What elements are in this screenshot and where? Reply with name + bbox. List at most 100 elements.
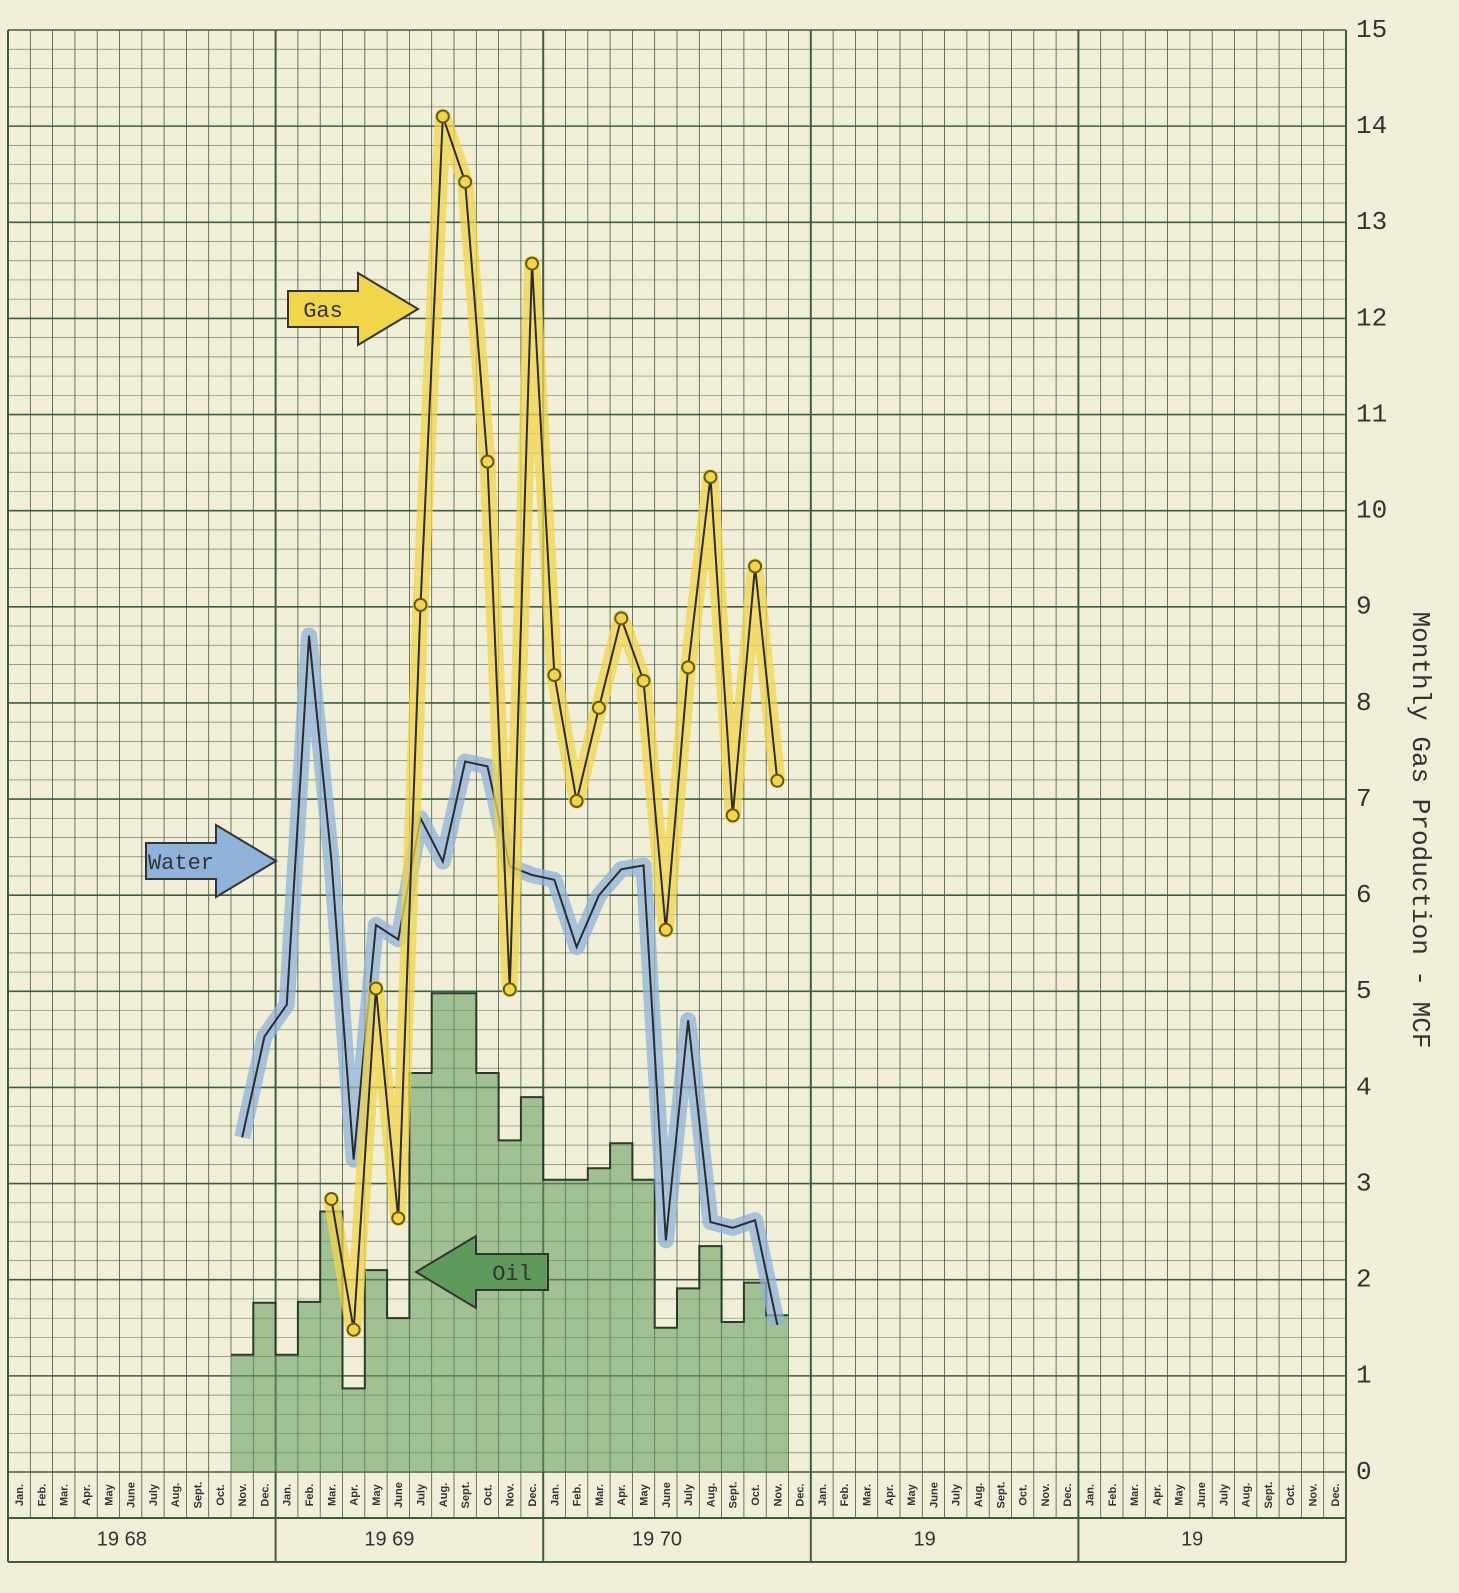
oil-bar bbox=[297, 1301, 321, 1472]
data-point bbox=[547, 668, 562, 683]
x-tick-label: Nov. bbox=[237, 1483, 249, 1506]
x-tick-label: June bbox=[661, 1482, 673, 1508]
x-tick-label: Nov. bbox=[1040, 1483, 1052, 1506]
x-tick-label: June bbox=[928, 1482, 940, 1508]
oil-bar bbox=[721, 1322, 744, 1472]
x-tick-label: June bbox=[126, 1482, 138, 1508]
oil-bar bbox=[342, 1388, 365, 1472]
data-point bbox=[458, 174, 473, 189]
x-tick-label: Feb. bbox=[1107, 1484, 1119, 1507]
oil-bar bbox=[543, 1179, 566, 1472]
oil-bar bbox=[364, 1270, 388, 1472]
x-tick-label: July bbox=[951, 1483, 963, 1506]
x-tick-label: Mar. bbox=[861, 1484, 873, 1506]
data-point bbox=[591, 700, 606, 715]
data-point bbox=[435, 109, 450, 124]
data-point bbox=[770, 773, 785, 788]
x-tick-label: Feb. bbox=[304, 1484, 316, 1507]
y-tick-label: 7 bbox=[1356, 784, 1372, 814]
x-tick-label: May bbox=[906, 1483, 918, 1505]
oil-bar bbox=[231, 1354, 254, 1472]
y-tick-label: 0 bbox=[1356, 1457, 1372, 1487]
legend-label: Oil bbox=[492, 1262, 532, 1287]
data-point bbox=[681, 660, 696, 675]
oil-bar bbox=[253, 1302, 276, 1472]
legend-label: Water bbox=[148, 851, 214, 876]
x-tick-label: Dec. bbox=[1062, 1483, 1074, 1506]
x-tick-label: Feb. bbox=[572, 1484, 584, 1507]
x-tick-label: July bbox=[148, 1483, 160, 1506]
x-tick-label: Sept. bbox=[1263, 1482, 1275, 1509]
year-label: 19 69 bbox=[364, 1528, 414, 1550]
x-tick-label: June bbox=[393, 1482, 405, 1508]
y-tick-label: 1 bbox=[1356, 1361, 1372, 1391]
x-tick-label: Oct. bbox=[750, 1484, 762, 1505]
data-point bbox=[346, 1322, 361, 1337]
oil-bar bbox=[743, 1282, 767, 1472]
data-point bbox=[614, 611, 629, 626]
data-point bbox=[324, 1191, 339, 1206]
oil-bar bbox=[454, 993, 477, 1472]
y-tick-label: 9 bbox=[1356, 592, 1372, 622]
data-point bbox=[413, 597, 428, 612]
x-tick-label: Mar. bbox=[1129, 1484, 1141, 1506]
x-tick-label: Apr. bbox=[884, 1484, 896, 1505]
y-tick-label: 11 bbox=[1356, 399, 1387, 429]
x-tick-label: Sept. bbox=[460, 1482, 472, 1509]
oil-bar bbox=[431, 993, 454, 1472]
data-point bbox=[748, 559, 763, 574]
x-tick-label: May bbox=[103, 1483, 115, 1505]
x-tick-label: Jan. bbox=[1084, 1484, 1096, 1506]
y-tick-label: 10 bbox=[1356, 496, 1387, 526]
oil-bar bbox=[565, 1179, 588, 1472]
x-tick-label: Nov. bbox=[772, 1483, 784, 1506]
y-tick-label: 14 bbox=[1356, 111, 1387, 141]
data-point bbox=[569, 793, 584, 808]
x-tick-label: Nov. bbox=[1307, 1483, 1319, 1506]
x-tick-label: Sept. bbox=[728, 1482, 740, 1509]
x-tick-label: Jan. bbox=[817, 1484, 829, 1506]
x-tick-label: Feb. bbox=[36, 1484, 48, 1507]
legend-arrow bbox=[414, 1234, 549, 1310]
y-tick-label: 13 bbox=[1356, 207, 1387, 237]
x-tick-label: June bbox=[1196, 1482, 1208, 1508]
x-tick-label: Apr. bbox=[81, 1484, 93, 1505]
oil-bar bbox=[766, 1315, 789, 1472]
x-tick-label: Dec. bbox=[259, 1483, 271, 1506]
y-tick-label: 8 bbox=[1356, 688, 1372, 718]
x-tick-label: Jan. bbox=[549, 1484, 561, 1506]
oil-bar bbox=[275, 1354, 298, 1472]
data-point bbox=[658, 922, 673, 937]
x-tick-label: Aug. bbox=[705, 1483, 717, 1507]
x-tick-label: Aug. bbox=[170, 1483, 182, 1507]
x-tick-label: Apr. bbox=[616, 1484, 628, 1505]
data-point bbox=[368, 981, 383, 996]
y-tick-label: 2 bbox=[1356, 1265, 1372, 1295]
x-tick-label: July bbox=[1218, 1483, 1230, 1506]
data-point bbox=[525, 256, 540, 271]
oil-bar bbox=[387, 1318, 410, 1472]
oil-outline bbox=[231, 992, 789, 1390]
y-tick-label: 12 bbox=[1356, 303, 1387, 333]
y-tick-label: 6 bbox=[1356, 880, 1372, 910]
legend-arrow bbox=[145, 823, 278, 899]
x-tick-label: Nov. bbox=[505, 1483, 517, 1506]
oil-bar bbox=[498, 1140, 521, 1472]
legend-arrow bbox=[287, 271, 420, 347]
x-tick-label: May bbox=[371, 1483, 383, 1505]
data-point bbox=[502, 982, 517, 997]
y-tick-label: 15 bbox=[1356, 15, 1387, 45]
x-tick-label: Feb. bbox=[839, 1484, 851, 1507]
oil-bar bbox=[632, 1179, 655, 1472]
x-tick-label: Mar. bbox=[594, 1484, 606, 1506]
x-tick-label: Mar. bbox=[326, 1484, 338, 1506]
data-point bbox=[391, 1211, 406, 1226]
data-point bbox=[480, 454, 495, 469]
x-tick-label: May bbox=[638, 1483, 650, 1505]
x-tick-label: Dec. bbox=[527, 1483, 539, 1506]
oil-bar bbox=[610, 1143, 633, 1472]
year-label: 19 68 bbox=[97, 1528, 147, 1550]
x-tick-label: Dec. bbox=[1330, 1483, 1342, 1506]
x-tick-label: Jan. bbox=[282, 1484, 294, 1506]
